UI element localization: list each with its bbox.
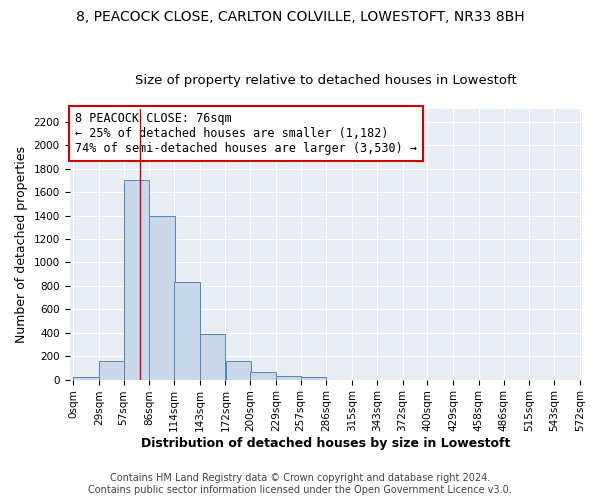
Text: 8 PEACOCK CLOSE: 76sqm
← 25% of detached houses are smaller (1,182)
74% of semi-: 8 PEACOCK CLOSE: 76sqm ← 25% of detached… [74,112,416,154]
Text: Contains HM Land Registry data © Crown copyright and database right 2024.
Contai: Contains HM Land Registry data © Crown c… [88,474,512,495]
Bar [124,180,149,380]
Bar [250,372,276,380]
Bar [99,362,124,380]
Bar [200,334,225,380]
Bar [276,376,301,380]
Bar [226,361,251,380]
Y-axis label: Number of detached properties: Number of detached properties [15,146,28,343]
Title: Size of property relative to detached houses in Lowestoft: Size of property relative to detached ho… [135,74,517,87]
Text: 8, PEACOCK CLOSE, CARLTON COLVILLE, LOWESTOFT, NR33 8BH: 8, PEACOCK CLOSE, CARLTON COLVILLE, LOWE… [76,10,524,24]
Bar [73,378,98,380]
X-axis label: Distribution of detached houses by size in Lowestoft: Distribution of detached houses by size … [141,437,511,450]
Bar [301,376,326,380]
Bar [149,216,175,380]
Bar [174,282,200,380]
